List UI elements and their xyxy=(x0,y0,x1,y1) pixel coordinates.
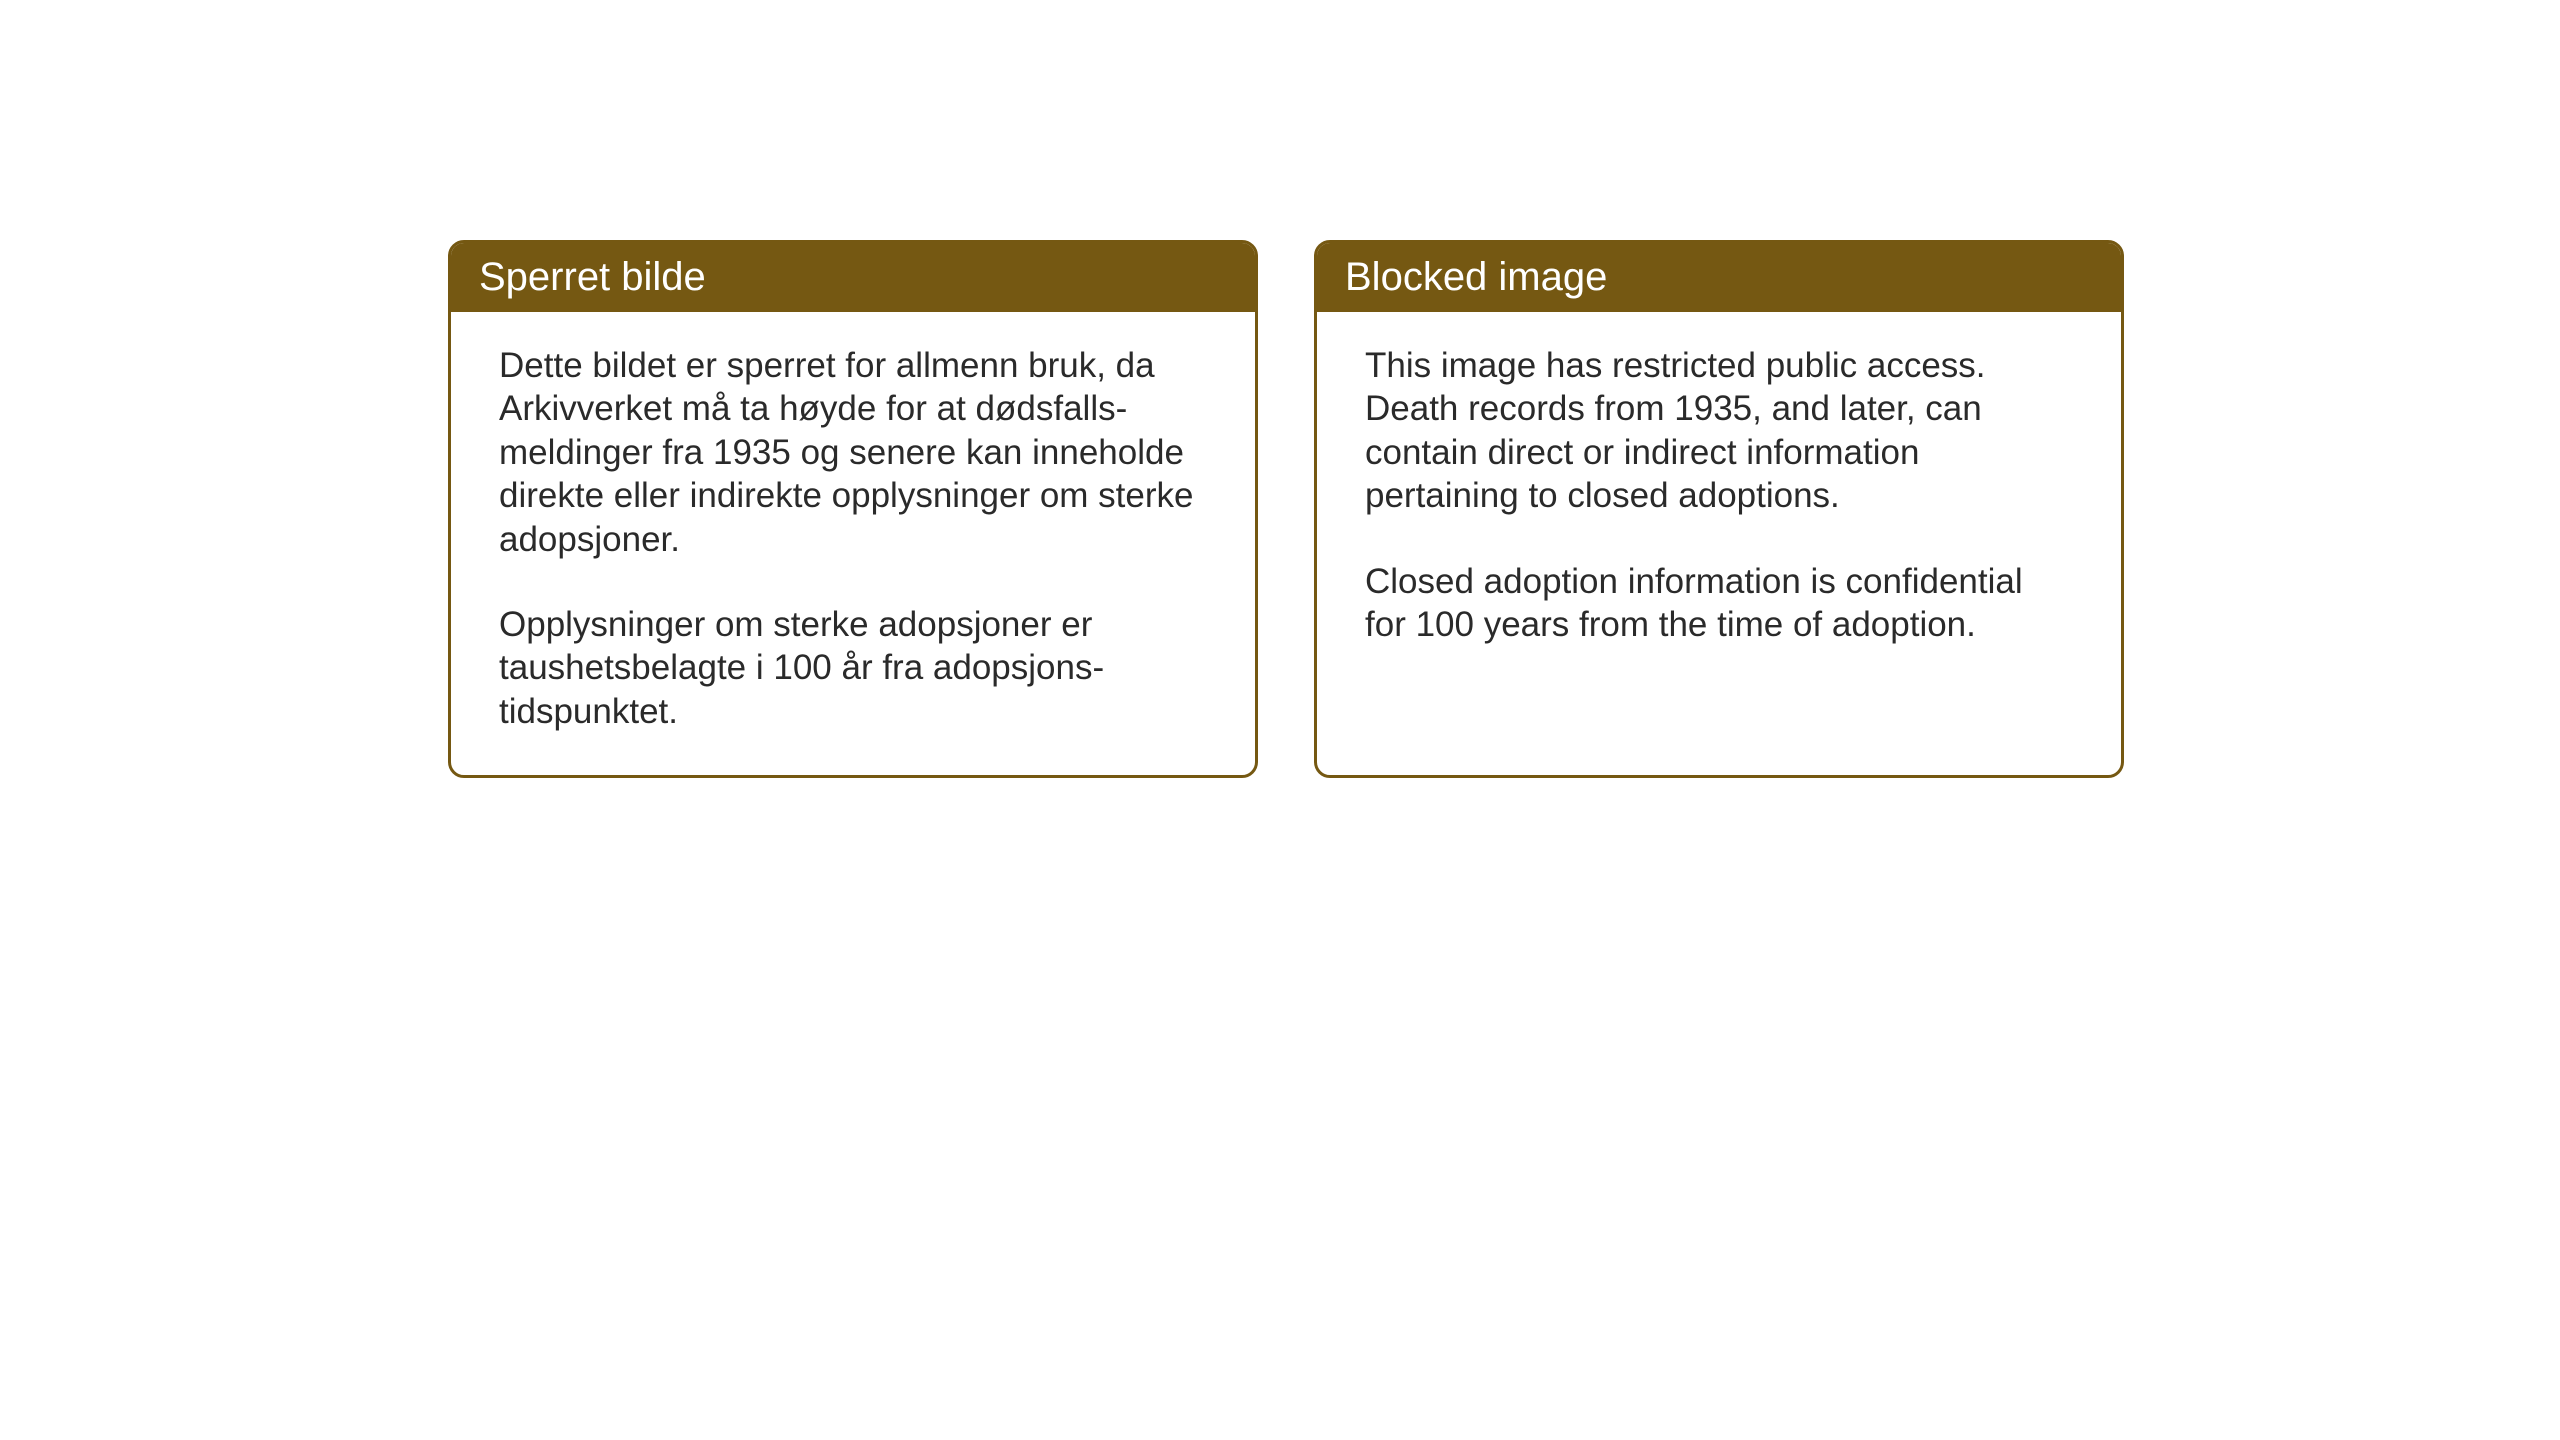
card-paragraph: This image has restricted public access.… xyxy=(1365,344,2073,518)
card-title: Blocked image xyxy=(1345,255,1607,299)
card-header-norwegian: Sperret bilde xyxy=(451,243,1255,312)
card-body-norwegian: Dette bildet er sperret for allmenn bruk… xyxy=(451,312,1255,775)
notice-card-norwegian: Sperret bilde Dette bildet er sperret fo… xyxy=(448,240,1258,778)
card-body-english: This image has restricted public access.… xyxy=(1317,312,2121,752)
card-paragraph: Opplysninger om sterke adopsjoner er tau… xyxy=(499,603,1207,733)
card-header-english: Blocked image xyxy=(1317,243,2121,312)
card-paragraph: Dette bildet er sperret for allmenn bruk… xyxy=(499,344,1207,561)
card-paragraph: Closed adoption information is confident… xyxy=(1365,560,2073,647)
notice-container: Sperret bilde Dette bildet er sperret fo… xyxy=(448,240,2124,778)
notice-card-english: Blocked image This image has restricted … xyxy=(1314,240,2124,778)
card-title: Sperret bilde xyxy=(479,255,706,299)
